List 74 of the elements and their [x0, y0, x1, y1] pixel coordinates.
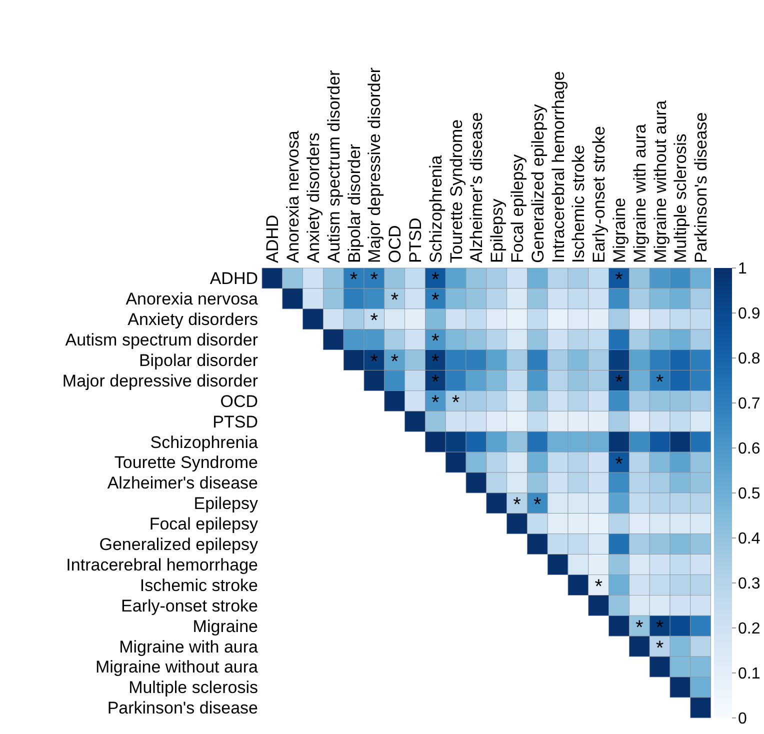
data-label: * [615, 453, 624, 476]
x-tick-label: Epilepsy [488, 198, 507, 263]
y-tick-label: Focal epilepsy [149, 514, 258, 534]
y-tick-label: Bipolar disorder [138, 350, 258, 370]
x-tick-label: OCD [386, 225, 405, 263]
data-label: * [615, 371, 624, 394]
data-label: * [432, 269, 440, 292]
x-tick-label: Schizophrenia [426, 154, 446, 263]
y-tick-label: Intracerebral hemorrhage [66, 555, 258, 574]
x-tick-label: Intracerebral hemorrhage [548, 71, 568, 263]
y-tick-label: Autism spectrum disorder [65, 330, 258, 350]
data-label: * [432, 330, 440, 353]
y-tick-label: PTSD [212, 412, 258, 432]
color-bar-label: 0.7 [738, 396, 760, 413]
data-label: * [615, 269, 624, 292]
x-tick-label: Generalized epilepsy [528, 104, 548, 263]
y-tick-label: Major depressive disorder [62, 371, 258, 390]
x-tick-label: Focal epilepsy [508, 154, 527, 263]
y-tick-label: Migraine without aura [95, 658, 259, 677]
color-bar-label: 0.6 [738, 440, 760, 458]
color-bar-label: 0.2 [738, 620, 760, 638]
y-tick-label: OCD [220, 392, 258, 411]
y-tick-label: Anorexia nervosa [126, 290, 259, 309]
data-label: * [370, 269, 378, 292]
y-tick-label: Schizophrenia [150, 432, 259, 452]
y-tick-label: Migraine with aura [119, 637, 259, 656]
data-label: * [534, 494, 542, 516]
color-bar-label: 0.5 [738, 486, 760, 503]
data-label: * [594, 576, 603, 598]
y-tick-label: Generalized epilepsy [99, 535, 258, 554]
data-label: * [350, 269, 358, 292]
y-tick-label: Parkinson's disease [107, 698, 258, 718]
data-label: * [452, 392, 460, 414]
x-tick-label: PTSD [406, 218, 425, 263]
color-bar-label: 1 [738, 260, 747, 278]
data-label: * [432, 351, 440, 374]
x-tick-label: Tourette Syndrome [446, 119, 466, 263]
data-label: * [390, 351, 399, 374]
x-tick-label: Parkinson's disease [692, 112, 711, 263]
y-tick-label: Anxiety disorders [128, 310, 258, 330]
data-label: * [656, 637, 664, 660]
x-tick-label: Ischemic stroke [569, 144, 588, 263]
y-tick-label: Migraine [192, 616, 258, 636]
x-tick-label: Early-onset stroke [590, 126, 609, 263]
y-tick-label: Multiple sclerosis [128, 678, 258, 698]
y-tick-label: Ischemic stroke [140, 576, 258, 595]
x-tick-label: Bipolar disorder [344, 144, 364, 263]
x-tick-label: Multiple sclerosis [671, 134, 690, 263]
color-bar-label: 0.3 [738, 576, 760, 593]
data-label: * [370, 310, 378, 332]
data-label: * [513, 494, 522, 516]
y-tick-label: Early-onset stroke [121, 596, 258, 616]
data-label: * [390, 290, 399, 312]
y-tick-label: Tourette Syndrome [114, 453, 258, 472]
color-bar-label: 0 [738, 710, 747, 728]
x-tick-label: Migraine with aura [630, 124, 650, 263]
data-label: * [656, 616, 664, 639]
y-tick-label: Epilepsy [194, 494, 258, 514]
color-bar-label: 0.4 [738, 530, 760, 548]
data-label: * [432, 392, 440, 414]
data-label: * [432, 290, 440, 312]
data-label: * [656, 371, 664, 394]
data-label: * [636, 616, 644, 639]
color-bar-label: 0.1 [738, 666, 760, 683]
color-bar-label: 0.8 [738, 350, 760, 368]
y-tick-label: ADHD [210, 269, 258, 288]
color-bar-label: 0.9 [738, 306, 760, 323]
data-label: * [370, 351, 378, 374]
x-tick-label: Alzheimer's disease [467, 112, 486, 263]
x-tick-label: Migraine without aura [650, 100, 670, 263]
x-tick-label: Migraine [610, 198, 629, 263]
y-tick-label: Alzheimer's disease [107, 474, 258, 493]
data-label: * [432, 371, 440, 394]
x-tick-label: Major depressive disorder [365, 67, 384, 263]
